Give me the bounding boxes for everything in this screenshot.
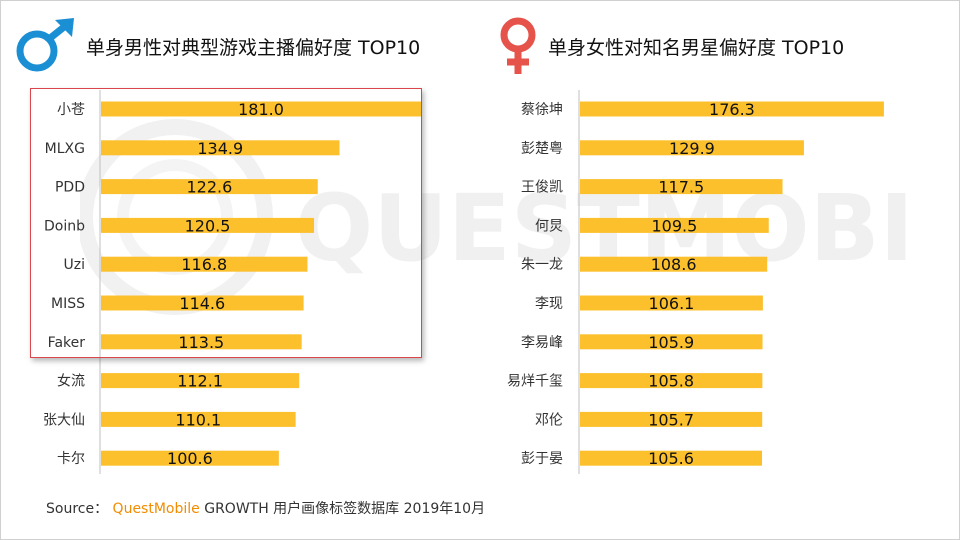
right-value-label: 129.9 (669, 139, 715, 158)
left-category-label: Uzi (64, 257, 86, 273)
right-bar (580, 450, 763, 466)
left-value-label: 181.0 (238, 100, 284, 119)
left-bar (101, 411, 296, 427)
right-value-label: 105.6 (648, 449, 694, 468)
right-category-label: 李现 (535, 296, 563, 312)
left-value-label: 113.5 (178, 333, 224, 352)
left-value-label: 112.1 (177, 372, 223, 391)
left-bar (101, 140, 340, 156)
left-bar (101, 256, 308, 272)
right-bar (580, 295, 763, 311)
right-chart-header: 单身女性对知名男星偏好度 TOP10 (496, 17, 845, 74)
right-bar (580, 179, 783, 195)
right-bar (580, 256, 768, 272)
right-value-label: 105.7 (648, 410, 694, 429)
right-bar (580, 101, 884, 117)
left-category-label: PDD (55, 180, 85, 196)
left-value-label: 114.6 (179, 294, 225, 313)
left-value-label: 134.9 (197, 139, 243, 158)
right-category-label: 彭楚粤 (521, 141, 563, 157)
right-value-label: 117.5 (658, 178, 704, 197)
right-category-label: 蔡徐坤 (521, 102, 563, 118)
left-category-label: MISS (51, 296, 85, 312)
left-bar (101, 295, 304, 311)
left-value-label: 120.5 (185, 216, 231, 235)
left-bar (101, 179, 318, 195)
left-chart-title: 单身男性对典型游戏主播偏好度 TOP10 (86, 36, 421, 59)
left-value-label: 100.6 (167, 449, 213, 468)
left-chart-header: 单身男性对典型游戏主播偏好度 TOP10 (12, 18, 421, 72)
left-bar (101, 334, 302, 350)
left-category-label: 小苍 (57, 102, 85, 118)
left-bar (101, 101, 421, 117)
right-value-label: 105.8 (648, 372, 694, 391)
right-bar (580, 217, 769, 233)
right-category-label: 邓伦 (535, 412, 563, 428)
highlight-box (30, 88, 422, 358)
right-value-label: 109.5 (651, 216, 697, 235)
left-value-label: 122.6 (186, 178, 232, 197)
right-bar (580, 411, 763, 427)
right-bar (580, 373, 763, 389)
right-category-label: 李易峰 (521, 335, 563, 351)
right-category-label: 易烊千玺 (507, 374, 563, 390)
left-bar (101, 373, 300, 389)
right-value-label: 106.1 (649, 294, 695, 313)
right-bar (580, 140, 804, 156)
left-category-label: Doinb (44, 218, 85, 234)
male-symbol-icon (16, 18, 74, 72)
left-category-label: 卡尔 (57, 451, 85, 467)
right-category-label: 彭于晏 (521, 451, 563, 467)
right-chart-title: 单身女性对知名男星偏好度 TOP10 (548, 36, 845, 59)
right-value-label: 105.9 (648, 333, 694, 352)
right-category-label: 王俊凯 (521, 180, 563, 196)
source-line: Source： QuestMobile GROWTH 用户画像标签数据库 201… (46, 498, 485, 518)
left-category-label: 女流 (57, 373, 85, 390)
left-bar (101, 450, 279, 466)
source-brand: QuestMobile (112, 501, 200, 517)
left-bar (101, 217, 315, 233)
right-category-label: 朱一龙 (521, 257, 563, 273)
left-value-label: 110.1 (175, 410, 221, 429)
source-label: Source： (46, 501, 109, 517)
source-text: GROWTH 用户画像标签数据库 2019年10月 (204, 501, 486, 517)
right-category-label: 何炅 (535, 218, 563, 234)
right-bar (580, 334, 763, 350)
left-category-label: Faker (48, 335, 86, 351)
left-category-label: 张大仙 (43, 412, 85, 428)
right-value-label: 176.3 (709, 100, 755, 119)
right-value-label: 108.6 (651, 255, 697, 274)
left-value-label: 116.8 (181, 255, 227, 274)
left-category-label: MLXG (45, 141, 85, 157)
female-symbol-icon (500, 17, 536, 74)
